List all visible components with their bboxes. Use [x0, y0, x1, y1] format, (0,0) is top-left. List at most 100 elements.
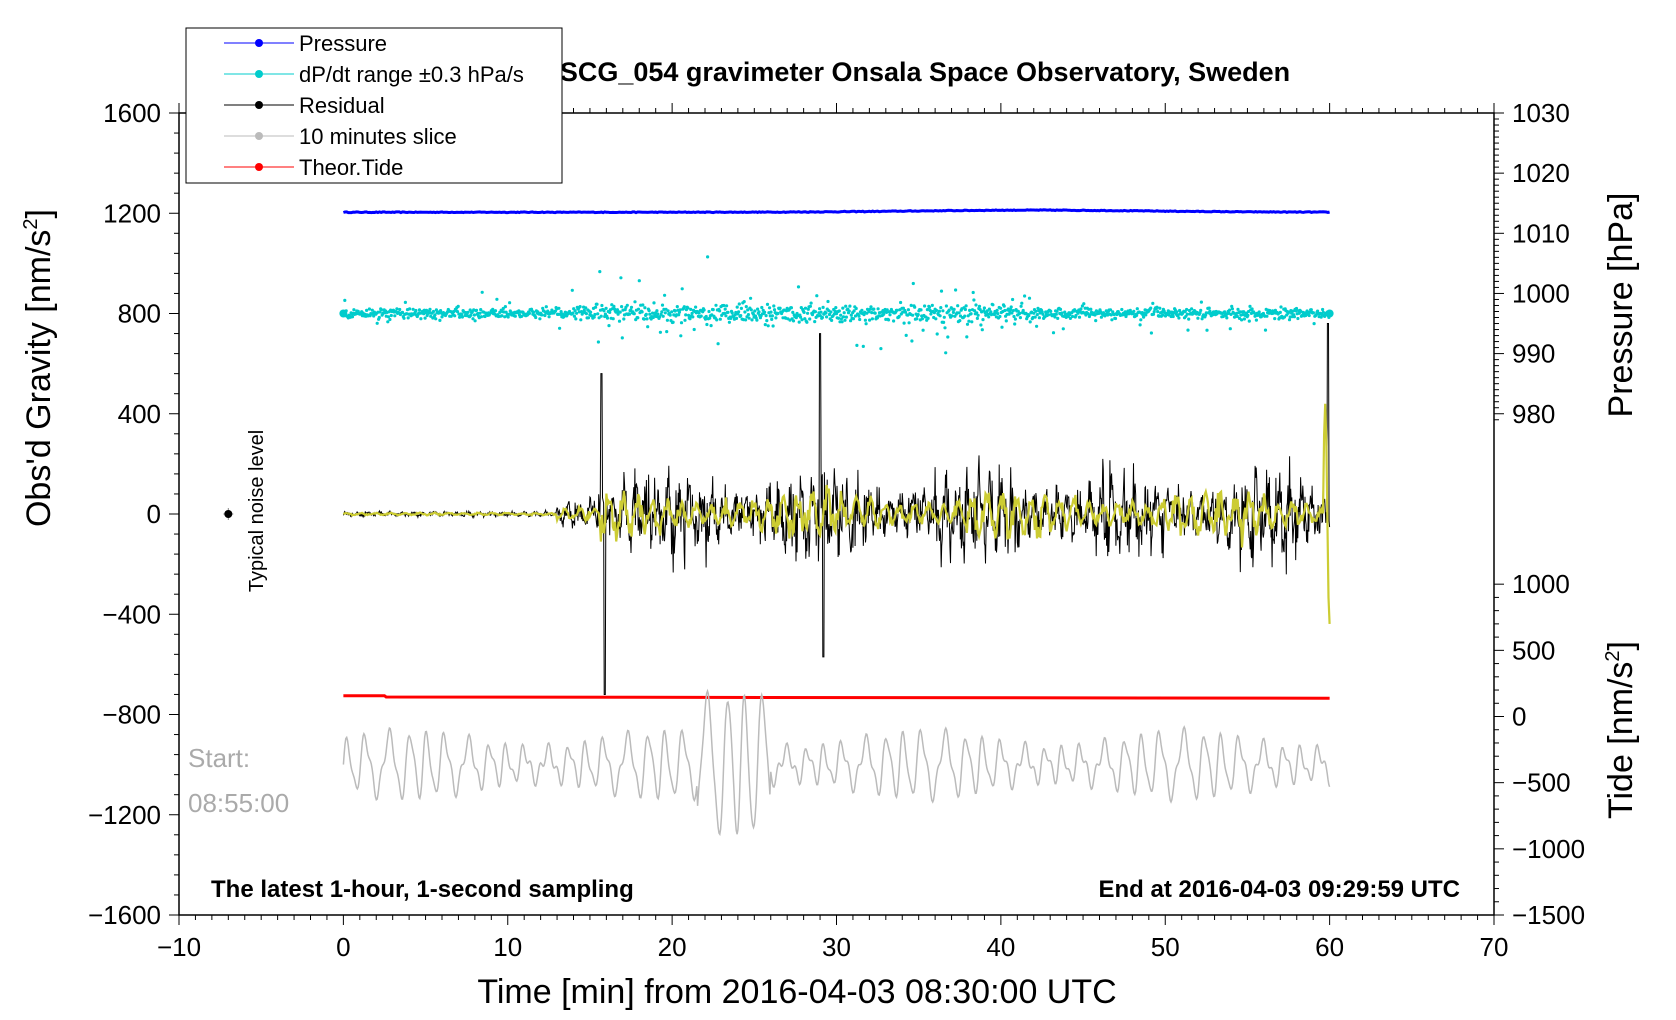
- dpdt-point: [1027, 313, 1031, 318]
- dpdt-point: [647, 309, 651, 313]
- dpdt-point: [763, 323, 767, 327]
- dpdt-point: [760, 305, 764, 310]
- dpdt-point: [1019, 304, 1023, 308]
- footer-right-note: End at 2016-04-03 09:29:59 UTC: [1099, 876, 1461, 903]
- dpdt-point: [718, 309, 722, 313]
- dpdt-point: [1248, 304, 1252, 308]
- dpdt-point: [800, 318, 804, 322]
- dpdt-point: [998, 314, 1002, 319]
- dpdt-point: [1190, 307, 1194, 311]
- dpdt-point: [963, 314, 967, 318]
- dpdt-point: [1008, 308, 1013, 312]
- dpdt-point: [739, 314, 743, 318]
- dpdt-point: [848, 304, 852, 308]
- dpdt-point: [388, 317, 392, 322]
- y-axis-label-tide-close: ]: [1602, 641, 1640, 650]
- dpdt-point: [805, 320, 809, 324]
- dpdt-point: [902, 321, 906, 325]
- dpdt-point: [501, 306, 505, 311]
- dpdt-point: [508, 301, 512, 305]
- dpdt-point: [1082, 302, 1086, 306]
- dpdt-point: [596, 312, 600, 316]
- dpdt-point: [625, 303, 629, 307]
- dpdt-point: [651, 311, 655, 315]
- dpdt-point: [495, 297, 499, 301]
- dpdt-point: [1221, 314, 1225, 319]
- dpdt-point: [377, 315, 381, 320]
- y-tick-label-tide: 1000: [1512, 569, 1570, 599]
- dpdt-point: [645, 317, 649, 321]
- dpdt-point: [742, 300, 746, 304]
- dpdt-point: [1032, 311, 1036, 315]
- dpdt-point: [718, 317, 722, 321]
- dpdt-point: [952, 307, 956, 311]
- dpdt-point: [458, 315, 462, 319]
- dpdt-point: [937, 309, 942, 313]
- dpdt-point: [1223, 310, 1227, 314]
- dpdt-point: [963, 307, 968, 312]
- dpdt-point: [844, 315, 849, 319]
- dpdt-point: [1138, 323, 1142, 327]
- dpdt-point: [860, 308, 864, 312]
- dpdt-point: [802, 310, 806, 314]
- dpdt-point: [572, 314, 577, 318]
- dpdt-point: [982, 306, 987, 310]
- dpdt-point: [663, 311, 667, 315]
- dpdt-point: [627, 312, 632, 316]
- y-axis-label-gravity-sup: 2: [20, 218, 42, 229]
- dpdt-point: [909, 303, 913, 307]
- dpdt-point: [1307, 313, 1311, 318]
- dpdt-point: [1208, 309, 1212, 313]
- dpdt-point: [1205, 328, 1209, 332]
- dpdt-point: [857, 314, 861, 318]
- dpdt-point: [378, 310, 382, 314]
- dpdt-point: [659, 312, 663, 316]
- dpdt-point: [776, 311, 780, 316]
- dpdt-point: [558, 326, 562, 330]
- dpdt-point: [379, 308, 383, 312]
- legend-marker: [255, 101, 263, 109]
- dpdt-point: [1054, 312, 1058, 316]
- dpdt-point: [903, 310, 908, 314]
- dpdt-point: [1074, 313, 1078, 318]
- dpdt-point: [977, 304, 982, 308]
- dpdt-point: [571, 311, 575, 315]
- dpdt-point: [887, 318, 891, 322]
- dpdt-point: [663, 293, 667, 297]
- dpdt-point: [958, 319, 962, 323]
- dpdt-point: [1089, 307, 1093, 311]
- dpdt-point: [612, 304, 616, 308]
- dpdt-point: [440, 315, 444, 319]
- y-axis-label-tide: Tide [nm/s2]: [1602, 641, 1640, 819]
- dpdt-point: [854, 306, 858, 311]
- dpdt-point: [975, 316, 980, 320]
- x-tick-label: 50: [1151, 932, 1180, 962]
- dpdt-point: [944, 304, 949, 308]
- dpdt-point: [1228, 308, 1232, 312]
- y-tick-label-tide: −1500: [1512, 900, 1585, 930]
- dpdt-point: [503, 305, 507, 309]
- x-tick-label: 10: [493, 932, 522, 962]
- dpdt-point: [750, 318, 754, 322]
- dpdt-point: [770, 314, 775, 318]
- dpdt-point: [930, 303, 934, 307]
- dpdt-point: [957, 311, 961, 315]
- dpdt-point: [479, 308, 483, 312]
- x-tick-label: 70: [1480, 932, 1509, 962]
- dpdt-point: [1246, 313, 1250, 317]
- dpdt-point: [532, 310, 536, 314]
- dpdt-point: [414, 308, 418, 313]
- dpdt-point: [671, 320, 675, 324]
- dpdt-marker-end: [1325, 309, 1334, 318]
- dpdt-point: [611, 317, 615, 321]
- dpdt-point: [648, 312, 652, 316]
- start-time: 08:55:00: [188, 788, 289, 818]
- dpdt-point: [1257, 310, 1261, 314]
- dpdt-point: [744, 318, 748, 322]
- dpdt-point: [873, 311, 877, 315]
- dpdt-point: [895, 308, 899, 312]
- dpdt-point: [722, 311, 727, 315]
- dpdt-point: [1178, 308, 1182, 313]
- x-tick-label: 0: [336, 932, 350, 962]
